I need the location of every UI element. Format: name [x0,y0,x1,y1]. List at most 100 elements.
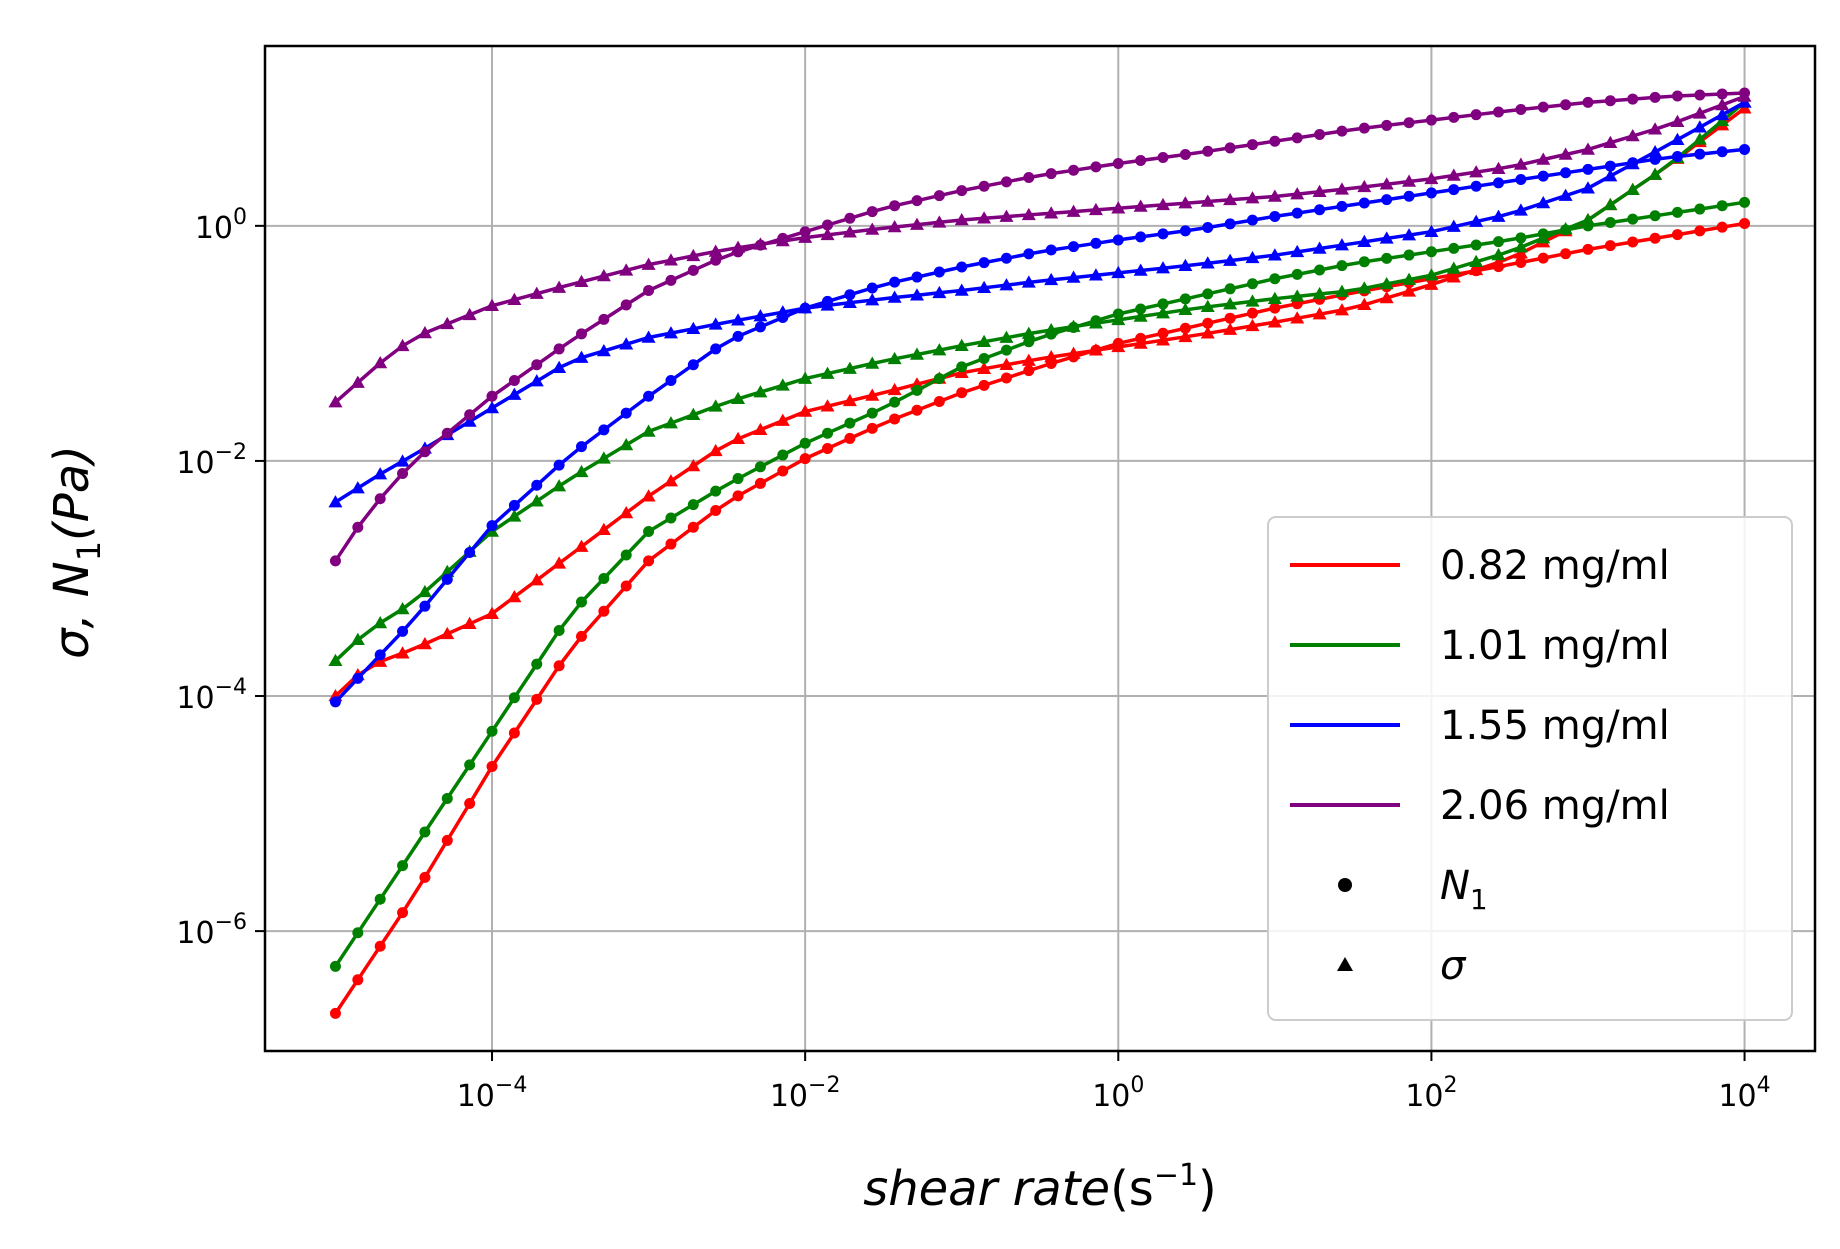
n1-point-1-01-mg-ml [441,792,453,804]
n1-point-1-55-mg-ml [889,276,901,288]
n1-point-2-06-mg-ml [889,200,901,212]
sigma-point-1-01-mg-ml [1088,316,1103,329]
n1-point-1-01-mg-ml [1470,239,1482,251]
sigma-point-0-82-mg-ml [440,626,455,640]
sigma-point-2-06-mg-ml [798,230,813,243]
x-axis-title: shear rate(s−1) [863,1158,1217,1217]
sigma-point-1-55-mg-ml [462,414,477,427]
sigma-point-1-55-mg-ml [1156,261,1171,274]
sigma-point-0-82-mg-ml [1267,315,1282,328]
sigma-point-0-82-mg-ml [1424,277,1439,290]
n1-point-2-06-mg-ml [866,206,878,218]
x-tick-label: 102 [1405,1073,1457,1114]
sigma-point-1-55-mg-ml [1021,275,1036,288]
sigma-point-2-06-mg-ml [507,292,522,305]
n1-point-2-06-mg-ml [710,254,722,266]
n1-point-1-01-mg-ml [1000,344,1012,356]
n1-point-1-55-mg-ml [1470,180,1482,192]
sigma-point-1-55-mg-ml [1469,214,1484,227]
sigma-point-2-06-mg-ml [977,211,992,224]
sigma-point-1-01-mg-ml [1648,167,1663,180]
n1-point-1-01-mg-ml [508,692,520,704]
n1-point-0-82-mg-ml [1224,312,1236,324]
n1-point-1-55-mg-ml [598,424,610,436]
n1-point-1-01-mg-ml [1023,336,1035,348]
y-axis-title-n: N [44,561,100,597]
series-line-2-06-mg-ml-sigma [334,94,1746,404]
sigma-point-1-01-mg-ml [731,391,746,405]
sigma-point-2-06-mg-ml [1245,191,1260,204]
sigma-point-2-06-mg-ml [1536,152,1551,165]
n1-point-0-82-mg-ml [1202,317,1214,329]
sigma-point-2-06-mg-ml [1200,194,1215,207]
sigma-point-2-06-mg-ml [1424,171,1439,185]
sigma-point-0-82-mg-ml [1446,270,1461,283]
x-axis-title-close: ) [1198,1161,1217,1217]
n1-point-2-06-mg-ml [687,264,699,276]
sigma-point-1-01-mg-ml [1580,212,1595,226]
n1-point-2-06-mg-ml [598,313,610,325]
sigma-point-2-06-mg-ml [1021,207,1036,221]
sigma-point-2-06-mg-ml [909,217,924,230]
sigma-point-1-55-mg-ml [641,330,656,343]
n1-point-2-06-mg-ml [329,555,341,567]
n1-point-1-55-mg-ml [1582,163,1594,175]
n1-point-1-01-mg-ml [620,549,632,561]
sigma-point-1-01-mg-ml [1692,132,1707,145]
n1-point-1-55-mg-ml [1045,244,1057,256]
n1-point-0-82-mg-ml [889,413,901,425]
n1-point-0-82-mg-ml [1694,225,1706,237]
n1-point-0-82-mg-ml [1582,243,1594,255]
n1-point-2-06-mg-ml [441,427,453,439]
sigma-point-2-06-mg-ml [1334,182,1349,195]
n1-point-1-55-mg-ml [1493,177,1505,189]
n1-point-0-82-mg-ml [799,453,811,465]
n1-point-0-82-mg-ml [464,797,476,809]
n1-point-1-01-mg-ml [1403,249,1415,261]
sigma-point-2-06-mg-ml [708,244,723,257]
sigma-point-1-55-mg-ml [977,280,992,294]
sigma-point-1-01-mg-ml [1044,322,1059,336]
sigma-point-0-82-mg-ml [462,616,477,630]
sigma-point-2-06-mg-ml [1357,179,1372,193]
sigma-point-2-06-mg-ml [1133,199,1148,212]
sigma-point-1-55-mg-ml [1513,203,1528,216]
sigma-point-1-01-mg-ml [798,371,813,384]
n1-point-1-01-mg-ml [1739,196,1751,208]
sigma-point-2-06-mg-ml [1066,204,1081,217]
sigma-point-1-55-mg-ml [708,317,723,330]
sigma-point-1-01-mg-ml [350,632,365,646]
n1-point-0-82-mg-ml [911,404,923,416]
n1-point-2-06-mg-ml [1649,91,1661,103]
n1-point-0-82-mg-ml [531,693,543,705]
n1-point-2-06-mg-ml [1023,171,1035,183]
n1-point-2-06-mg-ml [1582,96,1594,108]
sigma-point-0-82-mg-ml [619,505,634,519]
sigma-point-1-01-mg-ml [977,334,992,347]
sigma-point-0-82-mg-ml [485,606,500,619]
n1-point-1-01-mg-ml [687,499,699,511]
sigma-point-1-55-mg-ml [1357,234,1372,248]
sigma-point-0-82-mg-ml [1133,336,1148,349]
sigma-point-1-55-mg-ml [1334,238,1349,251]
sigma-point-2-06-mg-ml [350,375,365,388]
x-axis-title-exp: −1 [1154,1158,1198,1193]
n1-point-2-06-mg-ml [1403,117,1415,129]
n1-point-1-55-mg-ml [1269,210,1281,222]
legend-label-1-01-mg-ml: 1.01 mg/ml [1440,623,1670,669]
n1-point-1-55-mg-ml [911,271,923,283]
legend-box [1267,516,1793,1021]
sigma-point-1-55-mg-ml [663,326,678,339]
sigma-point-1-01-mg-ml [552,479,567,492]
n1-point-2-06-mg-ml [397,468,409,480]
n1-point-0-82-mg-ml [866,422,878,434]
sigma-point-1-55-mg-ml [1670,132,1685,145]
sigma-point-1-55-mg-ml [1648,144,1663,158]
sigma-point-0-82-mg-ml [686,458,701,472]
sigma-point-2-06-mg-ml [686,248,701,262]
sigma-point-1-01-mg-ml [887,351,902,365]
x-tick-base: 10 [1405,1079,1443,1114]
sigma-point-1-01-mg-ml [1200,299,1215,313]
n1-point-1-55-mg-ml [1023,248,1035,260]
